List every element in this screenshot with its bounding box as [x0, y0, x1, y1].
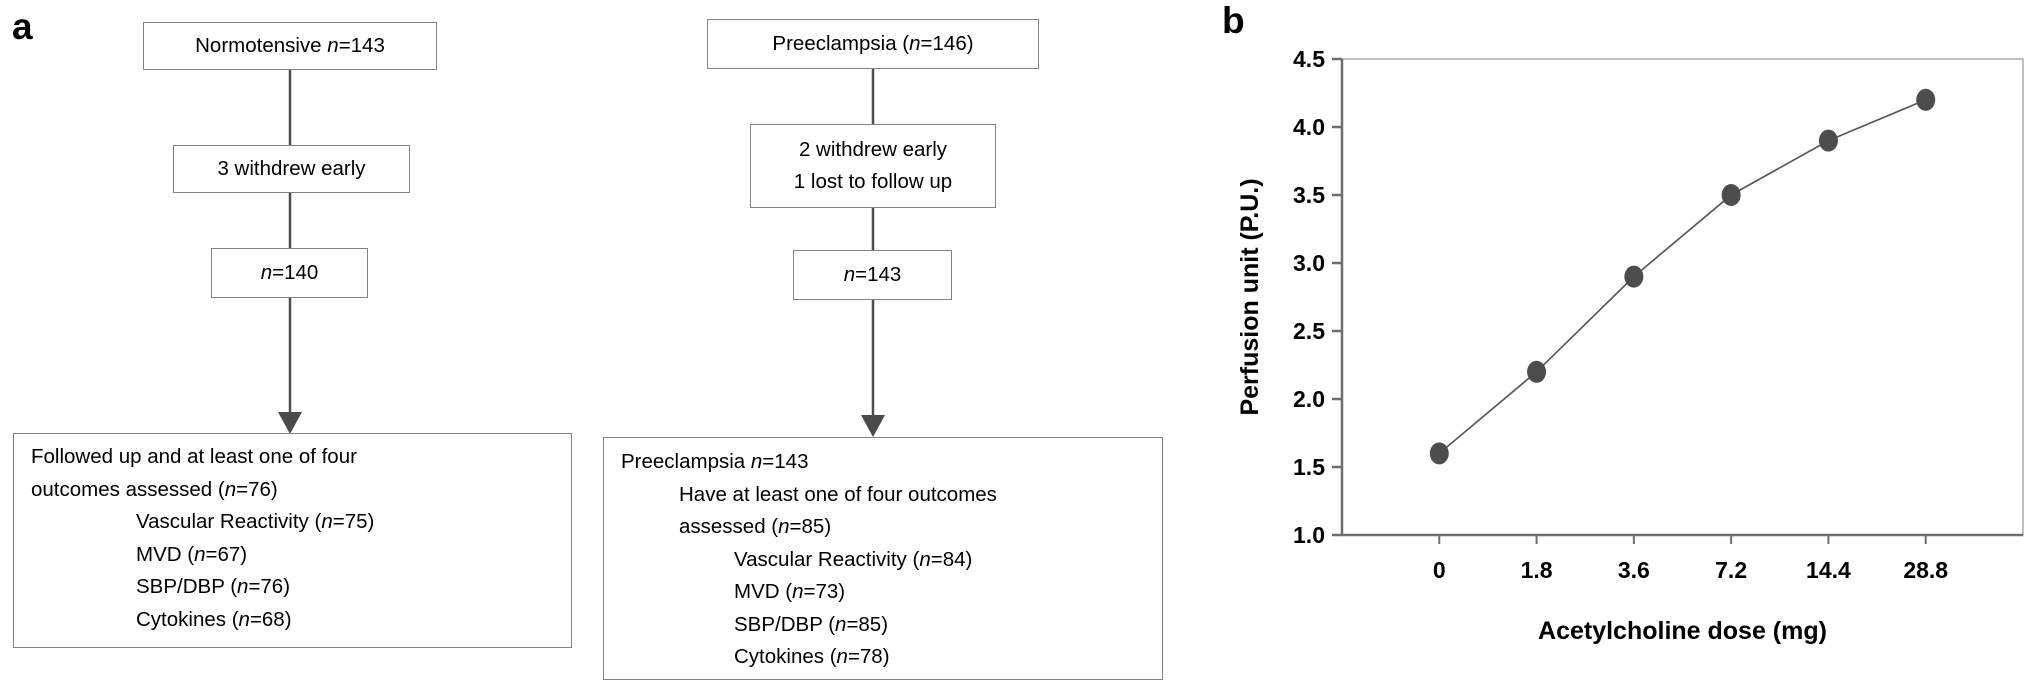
x-tick-label: 14.4	[1806, 557, 1851, 583]
dose-response-chart: 4.5 4.0 3.5 3.0 2.5 2.0 1.5 1.0 0 1.8 3.6 7.2 14.4 28…	[1236, 46, 2024, 645]
y-tick-label: 2.5	[1293, 318, 1325, 344]
normotensive-withdrew-box: 3 withdrew early	[173, 145, 410, 193]
normotensive-enrolled-box: Normotensive n=143	[143, 22, 437, 70]
flowchart-text-line: MVD (n=73)	[734, 580, 846, 603]
arrow-head-icon	[278, 412, 302, 434]
flowchart-text-line: Vascular Reactivity (n=75)	[136, 510, 375, 533]
flowchart-text-line: Cytokines (n=78)	[734, 645, 890, 668]
flowchart-text-line: assessed (n=85)	[679, 515, 832, 538]
y-tick-label: 3.5	[1293, 182, 1325, 208]
arrow-head-icon	[861, 415, 885, 437]
panel-a-label: a	[12, 6, 33, 47]
data-point	[1818, 129, 1838, 152]
data-point	[1721, 184, 1741, 206]
y-tick-label: 4.5	[1293, 46, 1325, 72]
data-point	[1429, 442, 1449, 465]
flowchart-text-line: SBP/DBP (n=85)	[734, 612, 889, 636]
plot-border	[1341, 58, 2024, 536]
preeclampsia-count-text: n=143	[843, 263, 902, 286]
preeclampsia-enrolled-box: Preeclampsia (n=146)	[707, 19, 1039, 69]
y-tick-label: 4.0	[1293, 114, 1325, 140]
flowchart-text-line: Vascular Reactivity (n=84)	[734, 547, 973, 571]
flowchart-text-line: outcomes assessed (n=76)	[31, 477, 278, 501]
data-point	[1527, 360, 1547, 383]
normotensive-count-box: n=140	[211, 248, 368, 298]
flowchart-text-line: 1 lost to follow up	[793, 170, 953, 193]
normotensive-enrolled-text: Normotensive n=143	[195, 34, 385, 57]
y-tick-label: 1.0	[1293, 522, 1325, 548]
flowchart-text-line: 3 withdrew early	[217, 156, 366, 180]
preeclampsia-count-box: n=143	[793, 250, 952, 300]
preeclampsia-withdrew-box: 2 withdrew early 1 lost to follow up	[750, 124, 996, 208]
y-axis-title: Perfusion unit (P.U.)	[1236, 178, 1264, 415]
flowchart-text-line: Followed up and at least one of four	[31, 445, 357, 468]
data-point	[1916, 88, 1936, 111]
flowchart-text-line: Have at least one of four outcomes	[679, 482, 997, 506]
y-tick-label: 1.5	[1293, 454, 1325, 480]
y-tick-label: 2.0	[1293, 386, 1325, 412]
x-tick-label: 28.8	[1903, 557, 1948, 583]
x-tick-label: 3.6	[1618, 557, 1650, 583]
flowchart-text-line: SBP/DBP (n=76)	[136, 575, 291, 598]
x-tick-label: 7.2	[1715, 557, 1747, 583]
x-tick-label: 1.8	[1521, 557, 1553, 583]
y-tick-label: 3.0	[1293, 250, 1325, 276]
flowchart-text-line: Preeclampsia n=143	[621, 450, 809, 473]
normotensive-outcomes-box: Followed up and at least one of four outc…	[13, 433, 572, 648]
preeclampsia-outcomes-box: Preeclampsia n=143 Have at least one of f…	[603, 437, 1163, 680]
flowchart-text-line: Cytokines (n=68)	[136, 607, 292, 631]
series-line	[1438, 99, 1927, 455]
data-point	[1624, 265, 1644, 288]
flowchart-text-line: 2 withdrew early	[798, 137, 948, 161]
x-tick-label: 0	[1433, 557, 1446, 583]
normotensive-count-text: n=140	[260, 261, 319, 284]
x-axis-title: Acetylcholine dose (mg)	[1538, 617, 1827, 645]
preeclampsia-enrolled-text: Preeclampsia (n=146)	[772, 32, 974, 55]
flowchart-text-line: MVD (n=67)	[136, 542, 248, 566]
panel-b-label: b	[1222, 0, 1245, 41]
